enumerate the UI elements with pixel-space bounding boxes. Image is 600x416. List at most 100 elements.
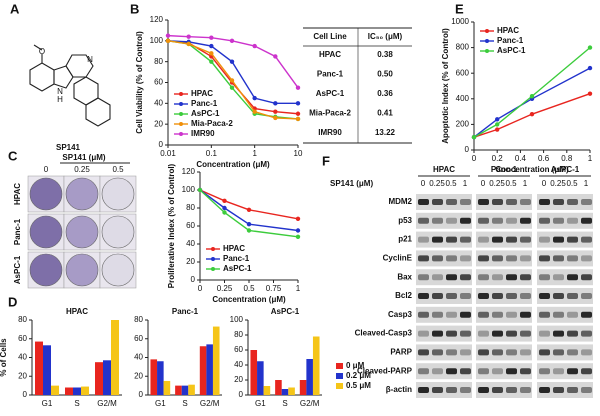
lane-label: 0: [481, 179, 486, 188]
blot-band: [520, 349, 531, 356]
blot-band: [432, 217, 443, 224]
blot-band: [418, 217, 429, 224]
data-point: [186, 34, 191, 39]
blot-band: [567, 293, 578, 299]
x-axis-label: Concentration (μM): [196, 160, 270, 169]
blot-band: [432, 199, 443, 205]
blot-strip: [476, 363, 532, 380]
lane-label: 0.25: [489, 179, 505, 188]
x-tick-label: 1: [296, 284, 301, 293]
x-tick-label: 1: [588, 154, 593, 163]
blot-band: [553, 199, 564, 205]
lane-label: 0.25: [550, 179, 566, 188]
blot-band: [553, 349, 564, 356]
bar: [150, 359, 158, 395]
y-tick-label: 40: [186, 239, 195, 248]
data-point: [246, 222, 252, 227]
colony-well: [65, 177, 99, 211]
protein-label: MDM2: [388, 197, 412, 206]
dose-label: 0.5: [112, 165, 124, 174]
legend-label: Panc-1: [191, 99, 218, 108]
legend-marker: [211, 247, 215, 251]
blot-band: [460, 368, 471, 375]
y-tick-label: 20: [186, 257, 195, 266]
data-point: [165, 33, 171, 38]
table-cell: Panc-1: [317, 70, 344, 79]
blot-band: [581, 255, 592, 262]
panel-letter: C: [8, 148, 18, 163]
atom-label: N: [87, 55, 93, 64]
data-point: [295, 216, 301, 221]
blot-strip: [537, 288, 593, 304]
blot-strip: [416, 194, 472, 210]
y-tick-label: 100: [182, 185, 196, 194]
blot-strip: [416, 363, 472, 380]
y-tick-label: 100: [230, 315, 244, 324]
atom-label: N: [57, 87, 63, 96]
data-point: [252, 43, 257, 49]
bar: [306, 359, 313, 395]
blot-band: [446, 349, 457, 356]
blot-band: [418, 368, 429, 375]
protein-label: PARP: [390, 348, 412, 357]
blot-band: [478, 311, 489, 318]
data-point: [529, 94, 535, 99]
legend-label: AsPC-1: [497, 46, 526, 55]
x-tick-label: S: [182, 399, 187, 408]
row-label: Panc-1: [13, 218, 22, 245]
x-tick-label: S: [74, 399, 79, 408]
x-tick-label: 0.1: [206, 149, 218, 158]
data-point: [246, 207, 252, 212]
x-tick-label: 0.4: [515, 154, 527, 163]
group-label: Panc-1: [491, 165, 518, 174]
blot-band: [492, 387, 503, 393]
blot-band: [460, 293, 471, 299]
blot-band: [520, 236, 531, 243]
chart-title: Panc-1: [172, 307, 199, 316]
group-label: HPAC: [433, 165, 455, 174]
blot-band: [432, 274, 443, 281]
y-tick-label: 400: [456, 94, 470, 103]
blot-band: [581, 349, 592, 356]
bar: [95, 362, 103, 395]
y-tick-label: 20: [234, 375, 243, 384]
blot-strip: [537, 212, 593, 229]
blot-band: [520, 330, 531, 337]
bar: [103, 360, 111, 395]
blot-band: [446, 330, 457, 337]
data-point: [209, 43, 214, 49]
blot-band: [460, 236, 471, 243]
blot-band: [492, 255, 503, 262]
panel-letter: D: [8, 294, 17, 309]
bar: [212, 326, 220, 395]
blot-band: [460, 387, 471, 393]
table-cell: Mia-Paca-2: [309, 109, 351, 118]
blot-band: [553, 293, 564, 299]
blot-band: [506, 274, 517, 281]
blot-band: [506, 217, 517, 224]
bar: [157, 361, 164, 395]
blot-band: [581, 199, 592, 205]
blot-band: [478, 199, 489, 205]
bar: [288, 387, 295, 395]
y-tick-label: 80: [234, 330, 243, 339]
blot-strip: [476, 250, 532, 267]
panel-letter: B: [130, 1, 139, 16]
x-tick-label: 0.2: [492, 154, 504, 163]
data-point: [471, 135, 477, 140]
blot-band: [567, 217, 578, 224]
blot-band: [478, 387, 489, 393]
y-axis-label: Apoptotic Index (% of Control): [441, 28, 450, 144]
legend-swatch: [336, 373, 343, 379]
x-tick-label: 0.6: [538, 154, 550, 163]
bar: [281, 389, 289, 395]
data-point: [229, 59, 235, 64]
blot-band: [478, 368, 489, 375]
y-tick-label: 60: [134, 334, 143, 343]
blot-band: [506, 236, 517, 243]
blot-band: [567, 330, 578, 337]
blot-band: [492, 368, 503, 375]
series-line: [199, 189, 299, 232]
colony-well: [29, 253, 63, 287]
blot-strip: [476, 306, 532, 323]
